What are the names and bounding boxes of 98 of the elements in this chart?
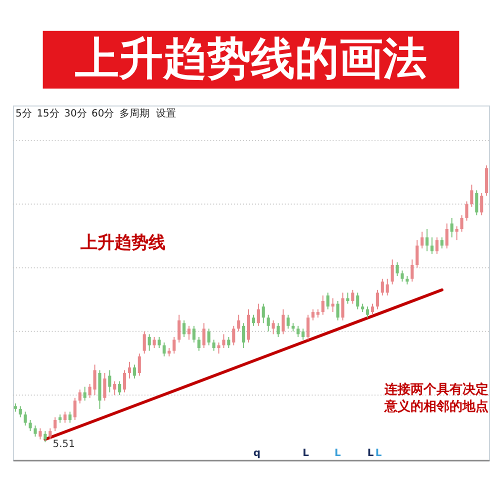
text: L [367,448,374,460]
candlestick [24,411,27,426]
candlestick [256,303,260,326]
candlestick [202,322,206,349]
text: 5分 [15,108,32,120]
candlestick [341,292,344,321]
candlestick [122,370,126,393]
candlestick [172,336,176,354]
candlestick [296,325,300,338]
text: L [302,448,310,460]
candlestick [311,308,315,321]
candlestick [158,336,161,349]
candlestick [465,200,468,222]
candlestick [138,353,141,376]
candlestick [44,430,47,443]
candlestick [78,389,82,404]
candlestick [28,420,32,432]
candlestick [282,308,285,335]
candlestick [426,228,429,252]
candlestick [192,325,196,344]
candlestick [73,397,76,421]
candlestick [416,240,419,268]
text: 30分 [64,108,87,120]
candlestick [336,300,340,321]
candlestick [356,292,360,310]
text: q [253,448,261,460]
candlestick [222,334,226,349]
candlestick [396,262,399,277]
candlestick [380,278,384,296]
text: 15分 [36,108,60,120]
text: 设置 [156,108,176,120]
candlestick [302,328,305,340]
candlestick [321,294,324,316]
candlestick [445,222,448,249]
candlestick [351,289,354,304]
candlestick [420,231,424,249]
candlestick [212,339,216,352]
candlestick [162,342,166,357]
candlestick [148,334,151,352]
candlestick [68,411,72,424]
candlestick [262,303,265,324]
candlestick [286,314,290,330]
chart-title: 上升趋势线的画法 [74,34,427,85]
annotation: 5.51 [52,439,75,450]
candlestick [400,270,404,282]
candlestick [38,428,42,440]
candlestick [152,336,156,349]
candlestick [366,306,370,318]
annotation: 连接两个具有决定意义的相邻的地点 [383,381,488,414]
candlestick [266,314,270,332]
candlestick [390,258,394,285]
candlestick [370,303,374,316]
candlestick [306,314,310,340]
candlestick [197,336,200,352]
candlestick [132,364,136,379]
candlestick [182,320,186,338]
candlestick [252,314,256,326]
text: 60分 [92,108,114,120]
candlestick [272,320,275,335]
candlestick [18,406,22,418]
candlestick [346,292,350,304]
candlestick [142,330,146,354]
candlestick [34,425,37,438]
candlestick [470,184,474,208]
annotation: 上升趋势线 [80,232,166,252]
candlestick [113,380,116,396]
candlestick [376,289,379,310]
candlestick [227,336,230,349]
candlestick [386,278,389,296]
candlestick [276,322,280,338]
text: L [375,448,382,460]
candlestick [460,214,464,232]
candlestick [178,314,181,344]
candlestick [63,411,67,424]
candlestick [410,258,414,282]
candlestick [455,226,458,241]
candlestick [430,236,434,254]
candlestick [207,328,210,346]
text: L [334,448,342,460]
candlestick [103,372,106,402]
candlestick [83,386,86,402]
candlestick [128,361,132,379]
text: 多周期 [120,108,150,120]
candlestick [475,190,478,216]
candlestick [450,217,454,238]
candlestick [48,428,52,440]
candlestick [54,416,57,432]
candlestick [480,192,484,216]
candlestick [242,322,246,349]
candlestick [435,236,439,254]
candlestick [440,236,444,249]
candlestick [108,370,112,393]
candlestick [237,314,240,332]
candlestick [217,342,220,354]
candlestick [118,380,122,396]
candlestick [232,325,236,346]
candlestick [326,292,330,310]
candlestick [187,325,191,340]
